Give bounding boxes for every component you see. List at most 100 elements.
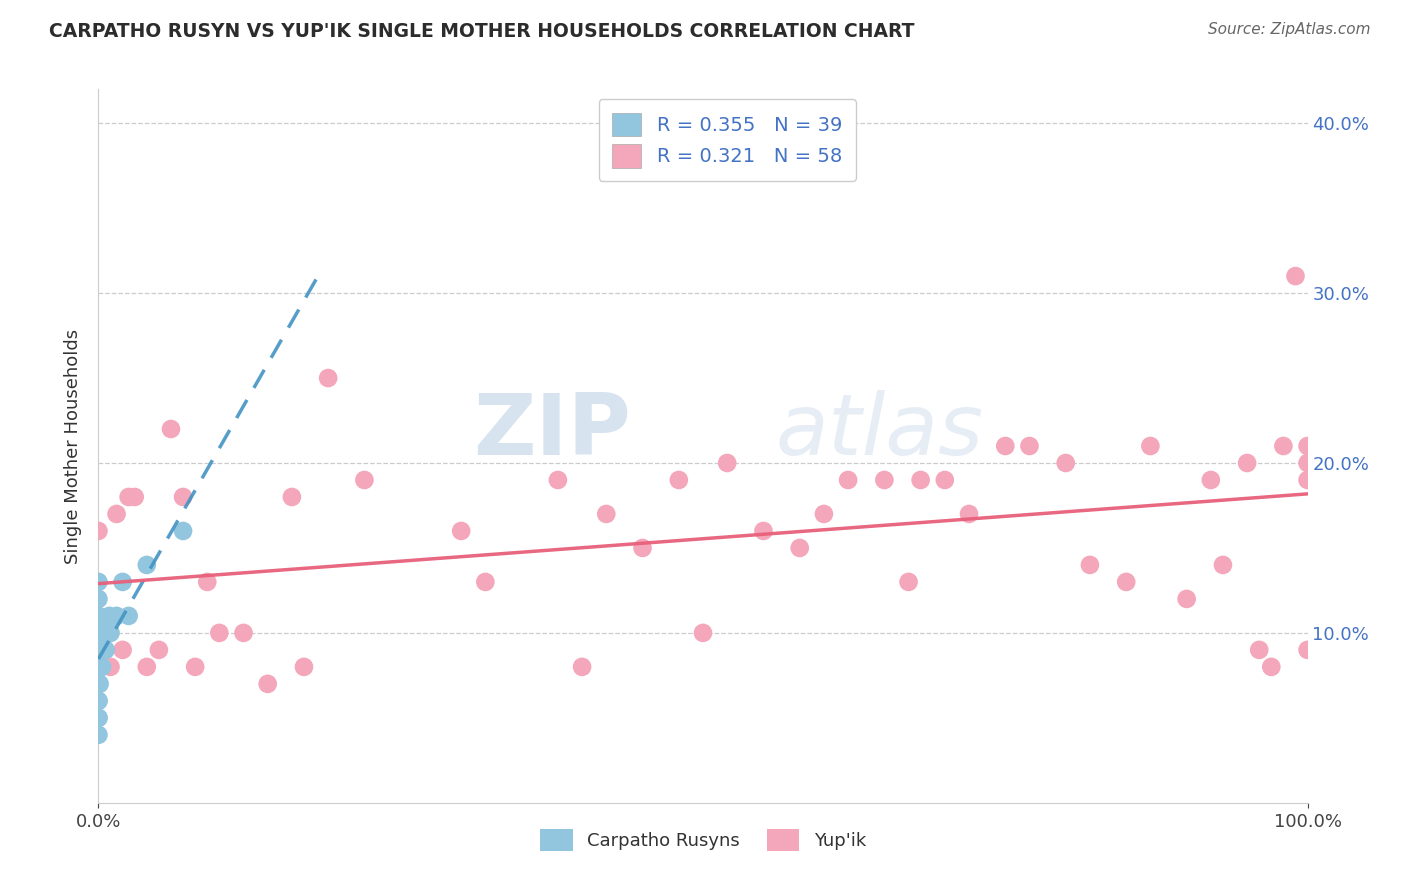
Point — [87, 591, 110, 606]
Point — [87, 711, 110, 725]
Point — [93, 626, 115, 640]
Point — [89, 626, 111, 640]
Point — [172, 524, 194, 538]
Point — [90, 643, 112, 657]
Point — [1296, 439, 1319, 453]
Point — [837, 473, 859, 487]
Point — [87, 626, 110, 640]
Text: atlas: atlas — [776, 390, 984, 474]
Point — [897, 574, 920, 589]
Point — [91, 660, 114, 674]
Point — [595, 507, 617, 521]
Point — [184, 660, 207, 674]
Point — [934, 473, 956, 487]
Point — [91, 643, 114, 657]
Point — [124, 490, 146, 504]
Text: Source: ZipAtlas.com: Source: ZipAtlas.com — [1208, 22, 1371, 37]
Point — [87, 728, 110, 742]
Point — [474, 574, 496, 589]
Point — [813, 507, 835, 521]
Point — [1272, 439, 1295, 453]
Point — [87, 643, 110, 657]
Point — [1199, 473, 1222, 487]
Point — [87, 660, 110, 674]
Point — [195, 574, 218, 589]
Point — [1078, 558, 1101, 572]
Point — [111, 643, 134, 657]
Point — [98, 608, 121, 623]
Point — [1212, 558, 1234, 572]
Point — [1249, 643, 1271, 657]
Point — [1115, 574, 1137, 589]
Point — [105, 608, 128, 623]
Point — [873, 473, 896, 487]
Point — [111, 574, 134, 589]
Point — [135, 558, 157, 572]
Point — [752, 524, 775, 538]
Point — [100, 626, 122, 640]
Point — [547, 473, 569, 487]
Point — [957, 507, 980, 521]
Point — [450, 524, 472, 538]
Point — [89, 643, 111, 657]
Point — [160, 422, 183, 436]
Point — [105, 507, 128, 521]
Point — [87, 608, 110, 623]
Point — [89, 677, 111, 691]
Point — [87, 524, 110, 538]
Point — [94, 643, 117, 657]
Point — [1284, 269, 1306, 284]
Point — [1236, 456, 1258, 470]
Point — [1054, 456, 1077, 470]
Point — [208, 626, 231, 640]
Point — [87, 711, 110, 725]
Point — [994, 439, 1017, 453]
Point — [100, 660, 122, 674]
Point — [90, 626, 112, 640]
Point — [118, 490, 141, 504]
Point — [87, 677, 110, 691]
Point — [910, 473, 932, 487]
Point — [91, 643, 114, 657]
Text: CARPATHO RUSYN VS YUP'IK SINGLE MOTHER HOUSEHOLDS CORRELATION CHART: CARPATHO RUSYN VS YUP'IK SINGLE MOTHER H… — [49, 22, 915, 41]
Point — [316, 371, 339, 385]
Point — [96, 626, 118, 640]
Point — [118, 608, 141, 623]
Y-axis label: Single Mother Households: Single Mother Households — [65, 328, 83, 564]
Point — [292, 660, 315, 674]
Point — [1139, 439, 1161, 453]
Point — [87, 574, 110, 589]
Point — [89, 660, 111, 674]
Text: ZIP: ZIP — [472, 390, 630, 474]
Point — [1296, 456, 1319, 470]
Point — [87, 660, 110, 674]
Point — [87, 643, 110, 657]
Point — [353, 473, 375, 487]
Point — [135, 660, 157, 674]
Point — [1296, 643, 1319, 657]
Point — [87, 694, 110, 708]
Point — [148, 643, 170, 657]
Point — [1018, 439, 1040, 453]
Point — [90, 660, 112, 674]
Point — [256, 677, 278, 691]
Point — [87, 660, 110, 674]
Point — [87, 626, 110, 640]
Point — [87, 608, 110, 623]
Point — [631, 541, 654, 555]
Point — [1175, 591, 1198, 606]
Point — [281, 490, 304, 504]
Point — [1296, 473, 1319, 487]
Point — [87, 626, 110, 640]
Point — [789, 541, 811, 555]
Point — [87, 677, 110, 691]
Point — [716, 456, 738, 470]
Point — [692, 626, 714, 640]
Point — [93, 626, 115, 640]
Point — [1260, 660, 1282, 674]
Point — [91, 643, 114, 657]
Legend: Carpatho Rusyns, Yup'ik: Carpatho Rusyns, Yup'ik — [533, 822, 873, 858]
Point — [232, 626, 254, 640]
Point — [172, 490, 194, 504]
Point — [87, 694, 110, 708]
